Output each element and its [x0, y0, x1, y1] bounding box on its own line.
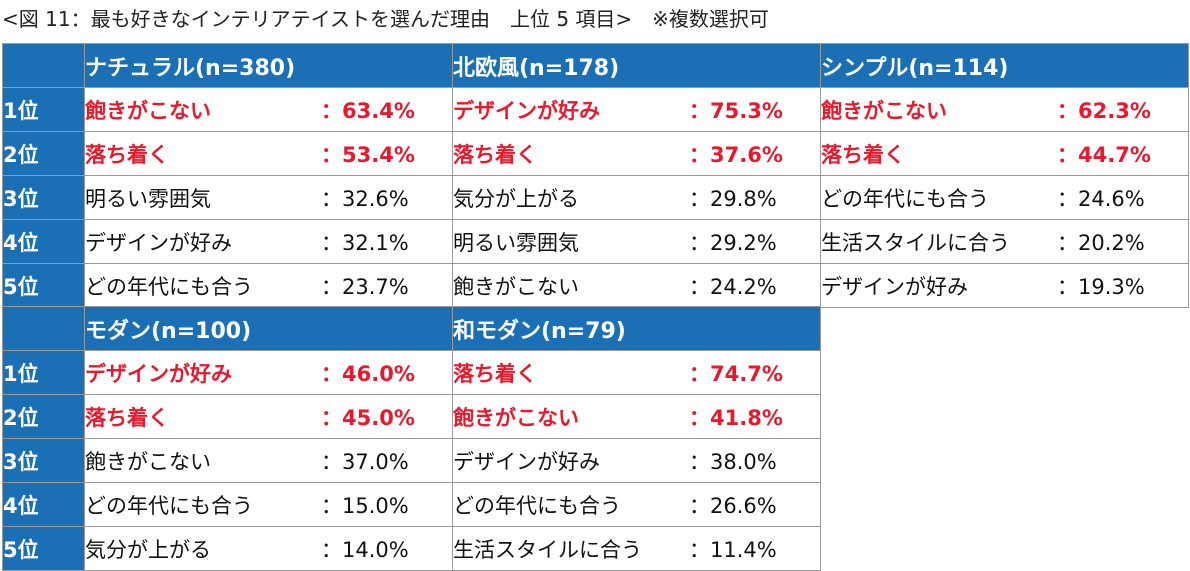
- reason-percent: ：32.6%: [321, 186, 409, 211]
- reason-cell: 飽きがこない ：37.0%: [84, 438, 453, 483]
- reason-item: 落ち着く: [453, 361, 538, 386]
- reason-cell: デザインが好み ：32.1%: [84, 219, 453, 264]
- style-header: モダン(n=100): [84, 306, 453, 351]
- reason-cell: どの年代にも合う ：23.7%: [84, 263, 453, 308]
- reason-item: 明るい雰囲気: [453, 230, 580, 255]
- reason-item: 落ち着く: [453, 142, 538, 167]
- ranking-table-1: ナチュラル(n=380) 北欧風(n=178) シンプル(n=114) 1位 飽…: [2, 43, 1189, 308]
- reason-percent: ：75.3%: [689, 98, 783, 123]
- reason-item: 飽きがこない: [453, 274, 580, 299]
- reason-cell: 落ち着く ：53.4%: [84, 131, 453, 176]
- reason-cell: デザインが好み ：75.3%: [452, 87, 821, 132]
- reason-item: 落ち着く: [85, 405, 170, 430]
- corner-cell: [2, 43, 85, 88]
- reason-item: 落ち着く: [821, 142, 906, 167]
- reason-cell: 明るい雰囲気 ：29.2%: [452, 219, 821, 264]
- reason-cell: 飽きがこない ：62.3%: [820, 87, 1189, 132]
- reason-item: 飽きがこない: [453, 405, 580, 430]
- reason-cell: 飽きがこない ：24.2%: [452, 263, 821, 308]
- reason-cell: 落ち着く ：74.7%: [452, 350, 821, 395]
- reason-item: デザインが好み: [821, 274, 969, 299]
- reason-item: 飽きがこない: [85, 98, 212, 123]
- reason-percent: ：15.0%: [321, 493, 409, 518]
- reason-percent: ：20.2%: [1057, 230, 1145, 255]
- reason-item: どの年代にも合う: [85, 274, 254, 299]
- rank-label: 5位: [2, 263, 85, 308]
- reason-cell: 飽きがこない ：41.8%: [452, 394, 821, 439]
- rank-label: 5位: [2, 526, 85, 571]
- reason-percent: ：41.8%: [689, 405, 783, 430]
- reason-item: どの年代にも合う: [85, 493, 254, 518]
- reason-percent: ：14.0%: [321, 537, 409, 562]
- reason-cell: 落ち着く ：45.0%: [84, 394, 453, 439]
- reason-item: 明るい雰囲気: [85, 186, 212, 211]
- reason-percent: ：32.1%: [321, 230, 409, 255]
- reason-percent: ：29.2%: [689, 230, 777, 255]
- reason-percent: ：23.7%: [321, 274, 409, 299]
- reason-cell: 明るい雰囲気 ：32.6%: [84, 175, 453, 220]
- reason-item: デザインが好み: [85, 361, 233, 386]
- rank-label: 1位: [2, 87, 85, 132]
- reason-item: どの年代にも合う: [453, 493, 622, 518]
- reason-cell: デザインが好み ：19.3%: [820, 263, 1189, 308]
- reason-cell: どの年代にも合う ：24.6%: [820, 175, 1189, 220]
- reason-percent: ：44.7%: [1057, 142, 1151, 167]
- reason-percent: ：11.4%: [689, 537, 777, 562]
- style-header: シンプル(n=114): [820, 43, 1189, 88]
- rank-label: 2位: [2, 394, 85, 439]
- figure-caption: <図 11：最も好きなインテリアテイストを選んだ理由 上位 5 項目> ※複数選…: [2, 7, 769, 31]
- reason-cell: デザインが好み ：46.0%: [84, 350, 453, 395]
- rank-label: 3位: [2, 175, 85, 220]
- reason-cell: 生活スタイルに合う ：20.2%: [820, 219, 1189, 264]
- reason-item: どの年代にも合う: [821, 186, 990, 211]
- reason-percent: ：37.6%: [689, 142, 783, 167]
- reason-percent: ：24.6%: [1057, 186, 1145, 211]
- reason-percent: ：62.3%: [1057, 98, 1151, 123]
- style-header: 北欧風(n=178): [452, 43, 821, 88]
- reason-cell: どの年代にも合う ：15.0%: [84, 482, 453, 527]
- reason-item: 気分が上がる: [85, 537, 212, 562]
- reason-percent: ：29.8%: [689, 186, 777, 211]
- reason-item: デザインが好み: [453, 98, 601, 123]
- reason-item: 生活スタイルに合う: [453, 537, 643, 562]
- reason-cell: 飽きがこない ：63.4%: [84, 87, 453, 132]
- reason-item: 生活スタイルに合う: [821, 230, 1011, 255]
- reason-cell: どの年代にも合う ：26.6%: [452, 482, 821, 527]
- reason-item: 落ち着く: [85, 142, 170, 167]
- reason-percent: ：63.4%: [321, 98, 415, 123]
- reason-percent: ：37.0%: [321, 449, 409, 474]
- reason-cell: 気分が上がる ：29.8%: [452, 175, 821, 220]
- reason-percent: ：45.0%: [321, 405, 415, 430]
- reason-percent: ：26.6%: [689, 493, 777, 518]
- reason-cell: 気分が上がる ：14.0%: [84, 526, 453, 571]
- style-header: ナチュラル(n=380): [84, 43, 453, 88]
- reason-percent: ：53.4%: [321, 142, 415, 167]
- rank-label: 2位: [2, 131, 85, 176]
- reason-item: 飽きがこない: [85, 449, 212, 474]
- ranking-table-2: モダン(n=100) 和モダン(n=79) 1位 デザインが好み ：46.0% 落…: [2, 306, 821, 571]
- reason-item: 気分が上がる: [453, 186, 580, 211]
- reason-percent: ：46.0%: [321, 361, 415, 386]
- style-header: 和モダン(n=79): [452, 306, 821, 351]
- reason-percent: ：24.2%: [689, 274, 777, 299]
- reason-item: デザインが好み: [453, 449, 601, 474]
- rank-label: 3位: [2, 438, 85, 483]
- reason-item: デザインが好み: [85, 230, 233, 255]
- rank-label: 4位: [2, 482, 85, 527]
- reason-cell: 落ち着く ：44.7%: [820, 131, 1189, 176]
- corner-cell: [2, 306, 85, 351]
- reason-item: 飽きがこない: [821, 98, 948, 123]
- reason-percent: ：38.0%: [689, 449, 777, 474]
- rank-label: 1位: [2, 350, 85, 395]
- reason-cell: 落ち着く ：37.6%: [452, 131, 821, 176]
- reason-cell: デザインが好み ：38.0%: [452, 438, 821, 483]
- reason-percent: ：74.7%: [689, 361, 783, 386]
- reason-cell: 生活スタイルに合う ：11.4%: [452, 526, 821, 571]
- rank-label: 4位: [2, 219, 85, 264]
- reason-percent: ：19.3%: [1057, 274, 1145, 299]
